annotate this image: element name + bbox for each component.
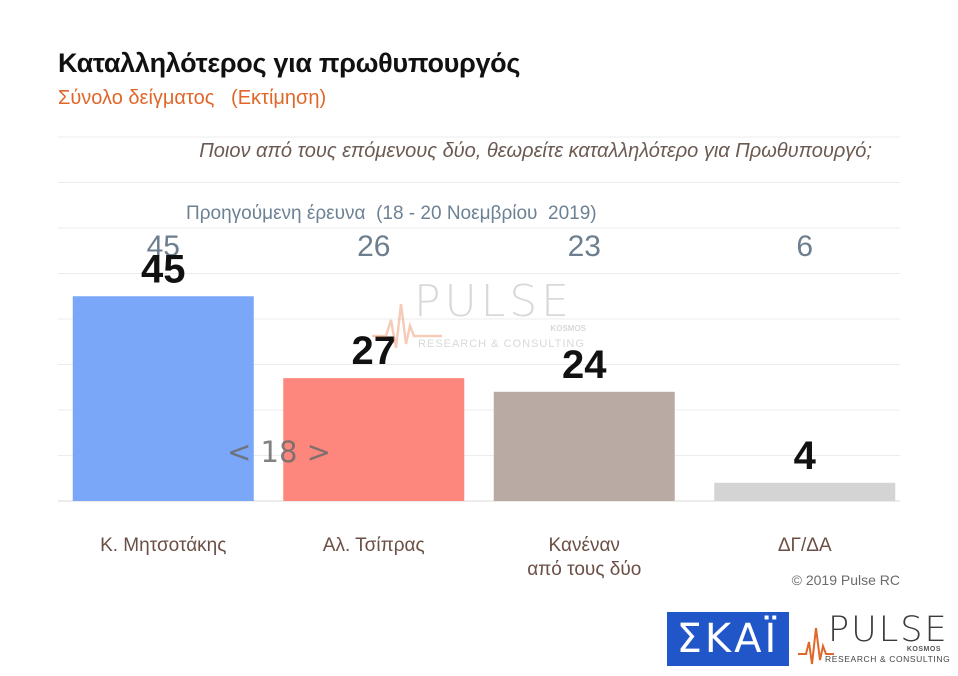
value-label: 45 xyxy=(141,247,186,291)
pulse-watermark: PULSE KOSMOS RESEARCH & CONSULTING xyxy=(372,276,592,358)
bar xyxy=(72,296,254,501)
previous-value-label: 45 xyxy=(147,230,180,263)
value-label: 4 xyxy=(794,434,817,478)
bars xyxy=(72,296,896,501)
category-label: ΔΓ/ΔΑ xyxy=(778,535,832,556)
pulse-wordmark: PULSE xyxy=(828,610,949,650)
pulse-logo: PULSE KOSMOS RESEARCH & CONSULTING xyxy=(798,610,950,670)
value-label: 27 xyxy=(352,329,397,373)
pulse-tagline: RESEARCH & CONSULTING xyxy=(825,654,951,664)
pulse-wave-icon xyxy=(372,303,442,349)
value-label: 24 xyxy=(562,343,607,387)
pulse-kosmos: KOSMOS xyxy=(906,646,941,653)
copyright-text: © 2019 Pulse RC xyxy=(791,572,900,588)
category-label: Κανέναν xyxy=(549,535,620,556)
value-labels: 45 27 24 4 xyxy=(141,247,817,478)
chart-subtitle: Σύνολο δείγματος (Εκτίμηση) xyxy=(58,87,327,109)
category-label: από τους δύο xyxy=(527,559,641,580)
gap-annotation: < 18 > xyxy=(227,435,331,469)
bar xyxy=(283,378,465,501)
skai-logo: ΣΚΑΪ xyxy=(667,612,789,666)
watermark-wordmark: PULSE xyxy=(414,276,573,327)
category-label: Αλ. Τσίπρας xyxy=(323,535,425,556)
previous-value-label: 26 xyxy=(357,230,390,263)
previous-survey-label: Προηγούμενη έρευνα (18 - 20 Νοεμβρίου 20… xyxy=(186,203,597,224)
watermark-kosmos: KOSMOS xyxy=(550,324,586,333)
category-labels: Κ. Μητσοτάκης Αλ. Τσίπρας Κανέναν από τους … xyxy=(100,535,832,580)
previous-value-label: 6 xyxy=(796,230,813,263)
survey-question: Ποιον από τους επόμενους δύο, θεωρείτε κ… xyxy=(199,140,872,162)
bar xyxy=(493,391,675,501)
watermark-tagline: RESEARCH & CONSULTING xyxy=(418,338,585,350)
previous-values: 45 26 23 6 xyxy=(147,230,814,263)
bar xyxy=(714,482,896,501)
pulse-wave-icon xyxy=(798,627,834,665)
chart-title: Καταλληλότερος για πρωθυπουργός xyxy=(58,48,521,78)
category-label: Κ. Μητσοτάκης xyxy=(100,535,226,556)
previous-value-label: 23 xyxy=(568,230,601,263)
